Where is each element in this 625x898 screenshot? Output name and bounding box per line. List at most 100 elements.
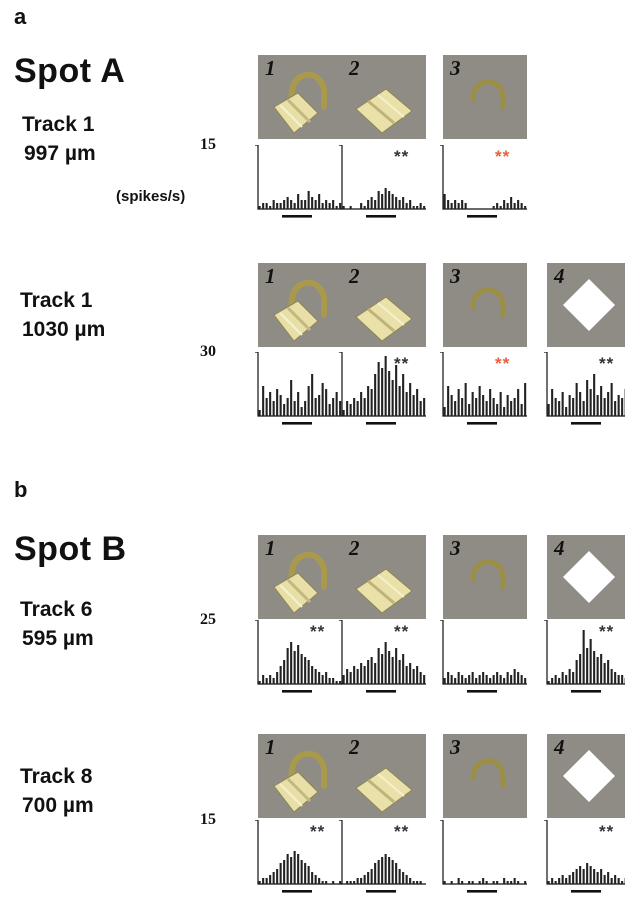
histogram-bar (343, 410, 345, 416)
stimulus-period-bar (467, 215, 497, 218)
stimulus-period-bar (571, 422, 601, 425)
histogram-bar (273, 678, 275, 684)
histogram-bar (322, 675, 324, 684)
histogram-bar (402, 197, 404, 209)
stimulus-number: 2 (349, 735, 360, 760)
histogram-bar (576, 660, 578, 684)
histogram-bar (597, 872, 599, 884)
histogram-bar (311, 374, 313, 416)
stimulus-number: 1 (265, 264, 276, 289)
histogram-bar (472, 672, 474, 684)
stimulus-image: 2 (342, 535, 426, 619)
psth-histogram (254, 620, 344, 698)
histogram-axis (440, 820, 527, 884)
stimulus-period-bar (467, 890, 497, 893)
histogram-bar (297, 392, 299, 416)
histogram-bar (301, 407, 303, 416)
histogram-bar (507, 672, 509, 684)
histogram-bar (385, 356, 387, 416)
histogram-bar (371, 657, 373, 684)
histogram-bar (503, 200, 505, 209)
histogram-bar (318, 878, 320, 884)
histogram-bar (482, 878, 484, 884)
histogram-bar (454, 401, 456, 416)
histogram-bar (353, 398, 355, 416)
histogram-bar (451, 881, 453, 884)
stimulus-period-bar (366, 422, 396, 425)
histogram-bar (325, 881, 327, 884)
histogram-bar (378, 191, 380, 209)
stimulus-number: 4 (554, 536, 565, 561)
stimulus-period-bar (467, 422, 497, 425)
histogram-bar (276, 869, 278, 884)
histogram-bar (385, 854, 387, 884)
lock-shape-icon (274, 283, 324, 341)
stimulus-image: 1 (258, 263, 342, 347)
significance-marker: ** (394, 354, 409, 374)
histogram-bar (287, 648, 289, 684)
y-axis-max-label: 15 (200, 811, 216, 829)
histogram-bar (399, 660, 401, 684)
significance-marker: ** (599, 822, 614, 842)
histogram-bar (367, 660, 369, 684)
histogram-bar (607, 392, 609, 416)
block-shape-icon (356, 297, 412, 341)
histogram-bar (451, 395, 453, 416)
histogram-bar (461, 675, 463, 684)
stimulus-number: 4 (554, 735, 565, 760)
psth-histogram (338, 820, 428, 898)
histogram-bar (510, 197, 512, 209)
histogram-bar (569, 395, 571, 416)
histogram-bar (486, 881, 488, 884)
histogram-bar (565, 407, 567, 416)
stimulus-period-bar (467, 690, 497, 693)
histogram-bar (406, 875, 408, 884)
histogram-bar (444, 194, 446, 209)
histogram-bar (590, 866, 592, 884)
histogram-bar (451, 203, 453, 209)
histogram-bar (444, 881, 446, 884)
histogram-bar (496, 881, 498, 884)
histogram-bar (322, 881, 324, 884)
stimulus-image: 4 (547, 734, 625, 818)
histogram-bar (493, 881, 495, 884)
histogram-bar (465, 203, 467, 209)
histogram-bar (420, 203, 422, 209)
histogram-bar (357, 401, 359, 416)
stimulus-number: 1 (265, 536, 276, 561)
stimulus-image: 4 (547, 263, 625, 347)
histogram-bar (308, 191, 310, 209)
histogram-bar (486, 675, 488, 684)
histogram-bar (524, 881, 526, 884)
histogram-bar (614, 401, 616, 416)
histogram-bar (273, 200, 275, 209)
histogram-bar (454, 678, 456, 684)
histogram-bar (493, 206, 495, 209)
histogram-bar (579, 392, 581, 416)
histogram-bar (555, 675, 557, 684)
psth-histogram (338, 145, 428, 223)
histogram-bar (475, 678, 477, 684)
histogram-bar (332, 398, 334, 416)
diamond-shape-icon (563, 750, 615, 802)
track-depth: 997 µm (22, 139, 96, 168)
histogram-bar (416, 389, 418, 416)
histogram-bar (486, 401, 488, 416)
histogram-bar (507, 881, 509, 884)
histogram-bar (290, 380, 292, 416)
stimulus-period-bar (282, 890, 312, 893)
histogram-bar (350, 881, 352, 884)
histogram-bar (353, 881, 355, 884)
histogram-bar (378, 362, 380, 416)
stimulus-image: 3 (443, 263, 527, 347)
histogram-bar (350, 404, 352, 416)
histogram-bar (586, 863, 588, 884)
histogram-bar (262, 878, 264, 884)
stimulus-period-bar (366, 215, 396, 218)
histogram-bar (576, 869, 578, 884)
histogram-bar (406, 203, 408, 209)
histogram-bar (409, 200, 411, 209)
histogram-bar (297, 854, 299, 884)
stimulus-number: 3 (450, 735, 461, 760)
